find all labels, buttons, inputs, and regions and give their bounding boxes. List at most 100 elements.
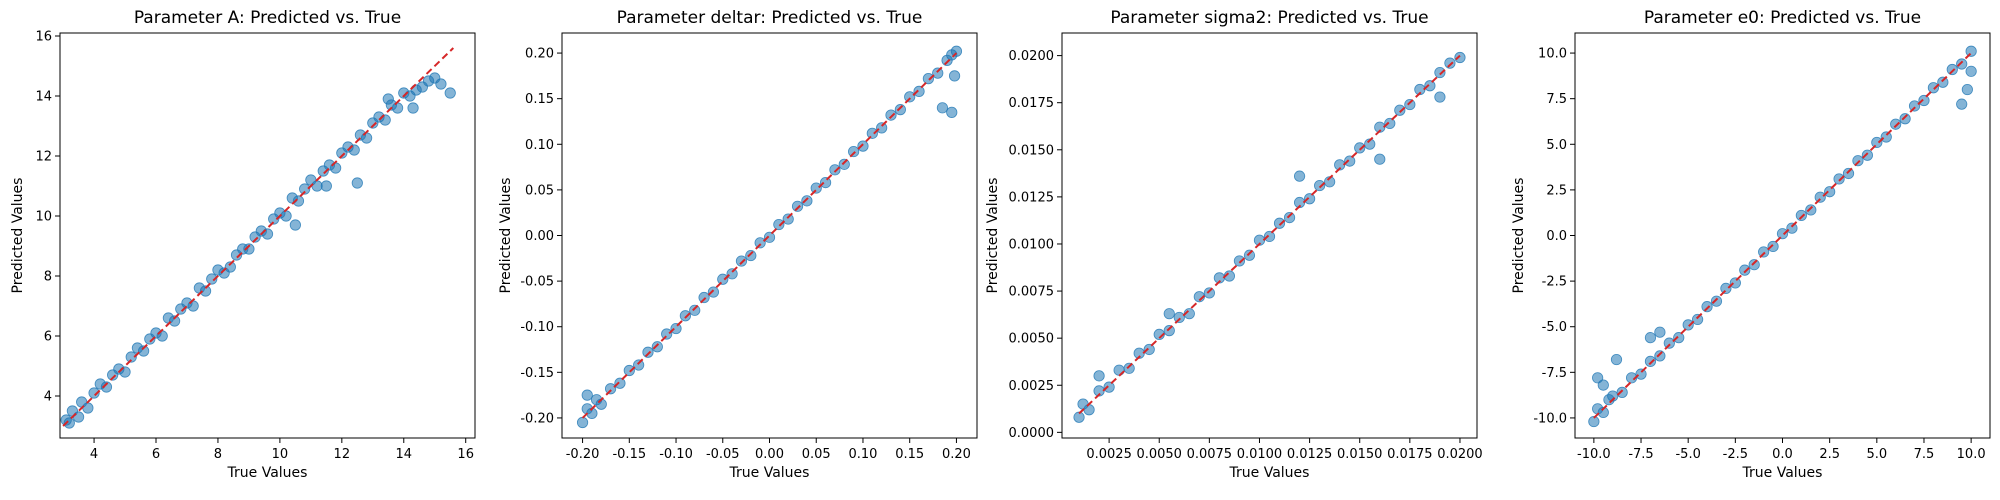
data-point	[679, 310, 691, 322]
data-point	[1748, 259, 1760, 271]
data-point	[88, 387, 100, 399]
data-point	[1233, 255, 1246, 267]
x-tick-label: 0.0100	[1237, 447, 1283, 462]
y-axis-label: Predicted Values	[10, 178, 26, 294]
x-axis-label: True Values	[227, 465, 308, 481]
data-point	[1304, 193, 1316, 205]
chart-panel-2: -0.20 -0.15 -0.10 -0.05 0.00 0.05 0.10 0.15 0.20…	[498, 8, 978, 481]
data-point	[763, 231, 776, 243]
y-tick-label: -10.0	[1533, 411, 1567, 426]
data-point	[894, 104, 906, 116]
data-point	[1861, 149, 1873, 161]
data-point	[1444, 57, 1456, 69]
data-point	[1654, 326, 1666, 338]
data-point	[642, 346, 654, 358]
data-point	[1852, 155, 1864, 167]
data-point	[311, 180, 323, 192]
y-axis-label: Predicted Values	[985, 178, 1001, 294]
data-point	[1710, 295, 1723, 307]
y-tick-label: -5.0	[1542, 320, 1567, 335]
data-point	[801, 195, 813, 207]
data-point	[1880, 131, 1892, 143]
data-point	[1083, 404, 1095, 416]
chart-panel-1: 4 6 8 10 12 14 16 4 6 8 10 12 14 16 Parameter A: Predi…	[10, 8, 476, 481]
data-point	[1673, 332, 1685, 344]
data-point	[885, 109, 897, 121]
y-tick-label: 0.0100	[1009, 237, 1055, 252]
data-point	[1824, 186, 1836, 198]
chart-panel-4: -10.0 -7.5 -5.0 -2.5 0.0 2.5 5.0 7.5 10.0 -10.0 -7…	[1511, 8, 1991, 481]
data-point	[1424, 80, 1436, 92]
data-point	[1073, 411, 1085, 423]
data-point	[125, 351, 137, 363]
y-tick-label: 0.0025	[1009, 379, 1055, 394]
data-point	[1795, 209, 1807, 222]
x-tick-label: -0.15	[612, 447, 646, 462]
y-tick-label: 0.10	[525, 138, 554, 153]
data-point	[1956, 58, 1968, 70]
data-point	[876, 122, 888, 134]
data-point	[1899, 113, 1911, 125]
data-point	[913, 85, 925, 97]
data-point	[1644, 355, 1657, 367]
data-point	[848, 145, 860, 158]
data-point	[576, 416, 589, 429]
data-point	[614, 377, 626, 389]
data-point	[168, 315, 181, 327]
data-point	[1644, 332, 1657, 344]
axes-frame	[59, 32, 476, 439]
x-tick-label: -7.5	[1628, 447, 1653, 462]
data-point	[707, 286, 720, 298]
data-point	[1597, 379, 1609, 391]
data-point	[1314, 179, 1326, 192]
data-point	[435, 78, 447, 90]
x-tick-label: 14	[395, 447, 412, 462]
data-point	[243, 243, 255, 255]
data-point	[1384, 117, 1396, 130]
data-point	[1965, 45, 1977, 57]
data-point	[1720, 282, 1732, 295]
data-point	[1842, 167, 1855, 180]
data-point	[1243, 249, 1256, 261]
scatter-points	[1588, 45, 1977, 428]
x-tick-label: 0.0125	[1287, 447, 1333, 462]
y-tick-label: -7.5	[1542, 366, 1567, 381]
y-tick-label: 0.15	[525, 92, 554, 107]
data-point	[1394, 104, 1406, 116]
data-point	[1682, 319, 1694, 331]
data-point	[138, 345, 150, 357]
data-point	[791, 200, 804, 212]
data-point	[726, 268, 738, 280]
data-point	[1354, 142, 1366, 154]
x-tick-label: -0.10	[659, 447, 693, 462]
data-point	[1113, 364, 1125, 376]
x-tick-label: 0.0150	[1337, 447, 1383, 462]
data-point	[1434, 66, 1446, 79]
data-point	[1093, 370, 1105, 382]
chart-title: Parameter sigma2: Predicted vs. True	[1110, 8, 1428, 28]
data-point	[1654, 350, 1666, 362]
x-tick-label: -5.0	[1675, 447, 1700, 462]
chart-title: Parameter deltar: Predicted vs. True	[617, 8, 923, 28]
data-point	[1173, 311, 1185, 324]
scatter-points	[1073, 51, 1466, 423]
data-point	[754, 237, 766, 249]
data-point	[1739, 264, 1751, 276]
data-point	[1404, 98, 1416, 111]
y-tick-label: 0.0175	[1009, 96, 1055, 111]
scatter-points	[576, 45, 963, 429]
data-point	[351, 177, 363, 189]
data-point	[1263, 230, 1276, 243]
x-tick-label: 0.0050	[1136, 447, 1182, 462]
data-point	[866, 127, 878, 139]
data-point	[1918, 94, 1930, 107]
data-point	[1946, 63, 1958, 76]
y-tick-label: -0.05	[520, 275, 554, 290]
x-tick-label: 8	[214, 447, 222, 462]
data-point	[633, 359, 645, 371]
y-tick-label: 16	[35, 30, 52, 45]
data-point	[950, 45, 963, 57]
x-tick-label: 7.5	[1914, 447, 1935, 462]
identity-line	[581, 52, 958, 419]
